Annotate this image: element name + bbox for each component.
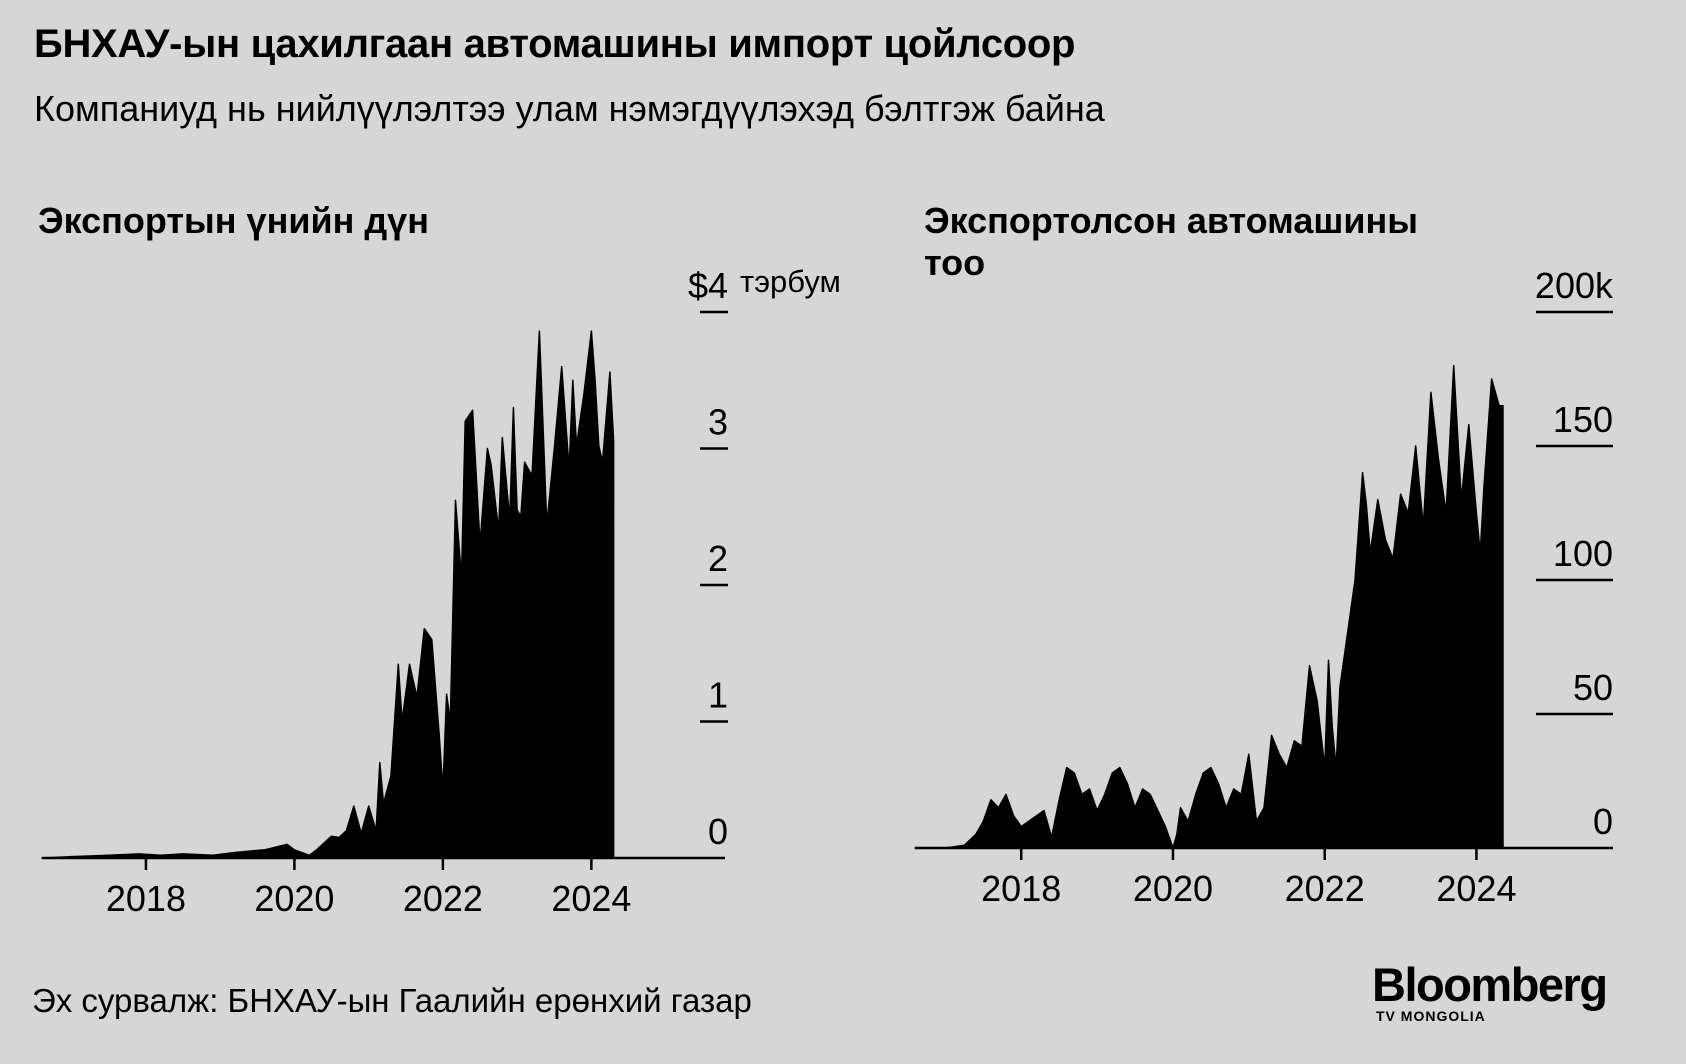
x-tick-label: 2022 [403,878,483,919]
panel-title-export-value: Экспортын үнийн дүн [38,200,429,241]
y-tick-label: 100 [1553,533,1613,574]
logo-subtitle: TV MONGOLIA [1376,1008,1486,1024]
y-tick-label: 2 [708,538,728,579]
y-tick-label: 1 [708,675,728,716]
y-unit-label: тэрбум [740,264,840,299]
x-tick-label: 2020 [254,878,334,919]
export-count-chart: 0 50 100 150 200k 2018 2020 2022 2024 [914,265,1614,909]
logo-wordmark: Bloomberg [1372,958,1608,1011]
y-tick-label: 0 [1593,801,1613,842]
series-area [41,330,615,859]
x-tick-label: 2018 [106,878,186,919]
x-tick-label: 2024 [551,878,631,919]
series-area [914,364,1504,849]
chart-subtitle: Компаниуд нь нийлүүлэлтээ улам нэмэгдүүл… [34,88,1105,129]
x-tick-label: 2020 [1133,868,1213,909]
y-tick-label: 200k [1535,265,1614,306]
export-value-chart: 0 1 2 3 $4 тэрбум 2018 2020 2022 2024 [41,264,840,919]
y-tick-label: 3 [708,402,728,443]
y-tick-label: $4 [688,265,728,306]
y-tick-label: 50 [1573,667,1613,708]
y-tick-label: 150 [1553,399,1613,440]
x-tick-label: 2022 [1285,868,1365,909]
y-tick-label: 0 [708,811,728,852]
chart-title: БНХАУ-ын цахилгаан автомашины импорт цой… [34,22,1076,66]
bloomberg-logo: Bloomberg TV MONGOLIA [1372,958,1622,1024]
panel-title-export-count: Экспортолсон автомашины тоо [924,200,1418,283]
source-note: Эх сурвалж: БНХАУ-ын Гаалийн ерөнхий газ… [32,982,752,1019]
x-tick-label: 2018 [981,868,1061,909]
x-tick-label: 2024 [1436,868,1516,909]
